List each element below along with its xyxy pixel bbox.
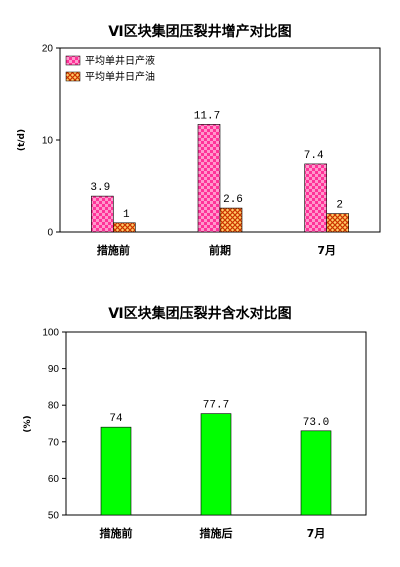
y-tick-label: 90 [48,364,60,375]
chart-1-y-axis: 0 10 20 [42,44,60,239]
chart-2-categories: 措施前 措施后 7月 [100,526,326,540]
data-label: 73.0 [303,417,329,429]
y-tick-label: 50 [48,511,60,522]
category-label: 前期 [209,243,231,257]
chart-2-bars: 74 77.7 73.0 [100,400,332,516]
category-label: 7月 [307,527,326,540]
y-tick-label: 0 [47,228,53,239]
category-label: 措施后 [200,526,233,540]
chart-2-y-axis-label: (%) [23,415,33,432]
chart-1-y-axis-label: (t/d) [17,129,27,151]
category-label: 措施前 [97,243,130,257]
chart-2-title: Ⅵ区块集团压裂井含水对比图 [108,305,291,322]
y-tick-label: 20 [42,44,54,55]
category-label: 7月 [317,244,336,257]
bar-1-0-2 [304,163,327,233]
chart-1-categories: 措施前 前期 7月 [97,243,336,257]
bar-2-0-0 [100,426,132,516]
bar-1-1-1 [219,207,243,233]
bar-2-0-2 [300,430,332,516]
data-label: 74 [109,413,123,425]
bar-2-0-1 [200,413,232,516]
y-tick-label: 70 [48,437,60,448]
legend-swatch-oil [65,71,81,82]
legend-label-oil: 平均单井日产油 [85,70,155,83]
data-label: 1 [123,209,130,221]
chart-2-y-axis: 50 60 70 80 90 100 [42,328,66,522]
data-label: 3.9 [90,182,110,194]
bar-1-0-0 [91,195,114,233]
data-label: 7.4 [304,150,324,162]
data-label: 77.7 [203,400,229,412]
legend-swatch-liquid [65,55,81,66]
bar-1-0-1 [197,124,221,233]
legend-label-liquid: 平均单井日产液 [85,54,155,67]
chart-1-bars: 3.9 1 11.7 2.6 7.4 2 [90,110,349,233]
y-tick-label: 60 [48,474,60,485]
y-tick-label: 100 [42,328,59,339]
category-label: 措施前 [100,526,133,540]
y-tick-label: 10 [42,136,54,147]
chart-1: Ⅵ区块集团压裂井增产对比图 0 10 20 (t/d) 3.9 1 11.7 2.6 7.4… [17,23,381,257]
data-label: 11.7 [194,110,220,122]
data-label: 2.6 [223,194,243,206]
y-tick-label: 80 [48,401,60,412]
bar-1-1-2 [326,213,349,233]
chart-2: Ⅵ区块集团压裂井含水对比图 50 60 70 80 90 100 (%) 74 77.7 73… [23,305,367,540]
chart-1-title: Ⅵ区块集团压裂井增产对比图 [108,23,291,40]
chart-1-legend: 平均单井日产液 平均单井日产油 [65,54,155,83]
data-label: 2 [336,200,343,212]
bar-1-1-0 [113,222,136,233]
